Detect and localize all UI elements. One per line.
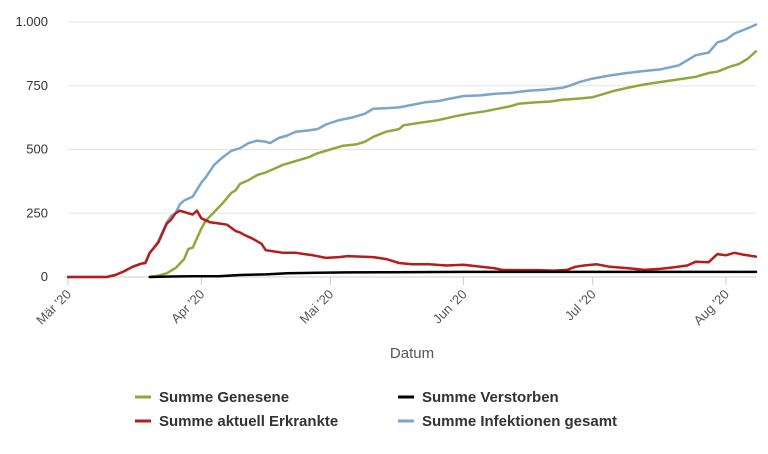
gridlines: [68, 21, 756, 278]
legend-item[interactable]: Summe Infektionen gesamt: [398, 413, 617, 430]
legend-label: Summe Infektionen gesamt: [422, 413, 617, 430]
legend[interactable]: Summe Genesene Summe Verstorben Summe aktu…: [135, 389, 617, 430]
x-tick-label: Aug '20: [691, 287, 732, 328]
y-tick-label: 500: [26, 142, 48, 157]
x-tick-label: Jun '20: [430, 287, 470, 327]
x-tick-label: Mär '20: [33, 287, 74, 328]
y-axis: 0 250 500 750 1.000: [15, 14, 48, 284]
series-line-summe-verstorben: [148, 270, 758, 279]
legend-label: Summe aktuell Erkrankte: [159, 413, 338, 430]
legend-item[interactable]: Summe Genesene: [135, 389, 289, 406]
x-axis-title: Datum: [390, 345, 434, 362]
legend-item[interactable]: Summe Verstorben: [398, 389, 559, 406]
x-tick-label: Apr '20: [168, 287, 207, 326]
y-tick-label: 250: [26, 205, 48, 220]
x-tick-label: Mai '20: [296, 287, 336, 327]
legend-item[interactable]: Summe aktuell Erkrankte: [135, 413, 338, 430]
x-tick-label: Jul '20: [562, 287, 599, 324]
legend-label: Summe Verstorben: [422, 389, 559, 406]
series-line-summe-infektionen-gesamt: [66, 23, 758, 279]
x-axis: Mär '20 Apr '20 Mai '20 Jun '20 Jul '20 Aug '…: [33, 276, 756, 328]
legend-label: Summe Genesene: [159, 389, 289, 406]
series-line-summe-genesene: [148, 50, 758, 279]
y-tick-label: 0: [41, 269, 48, 284]
y-tick-label: 1.000: [15, 14, 48, 29]
series-lines: [66, 23, 758, 279]
y-tick-label: 750: [26, 78, 48, 93]
series-line-summe-aktuell-erkrankte: [66, 209, 758, 279]
